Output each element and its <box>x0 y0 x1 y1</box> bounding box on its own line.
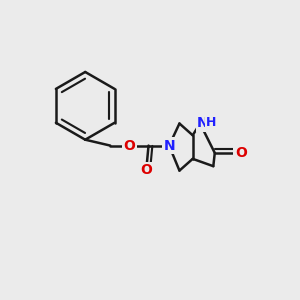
Text: O: O <box>140 163 152 177</box>
Text: O: O <box>124 139 135 153</box>
Text: N: N <box>163 139 175 153</box>
Text: H: H <box>206 116 216 129</box>
Text: N: N <box>197 116 209 130</box>
Text: O: O <box>235 146 247 160</box>
